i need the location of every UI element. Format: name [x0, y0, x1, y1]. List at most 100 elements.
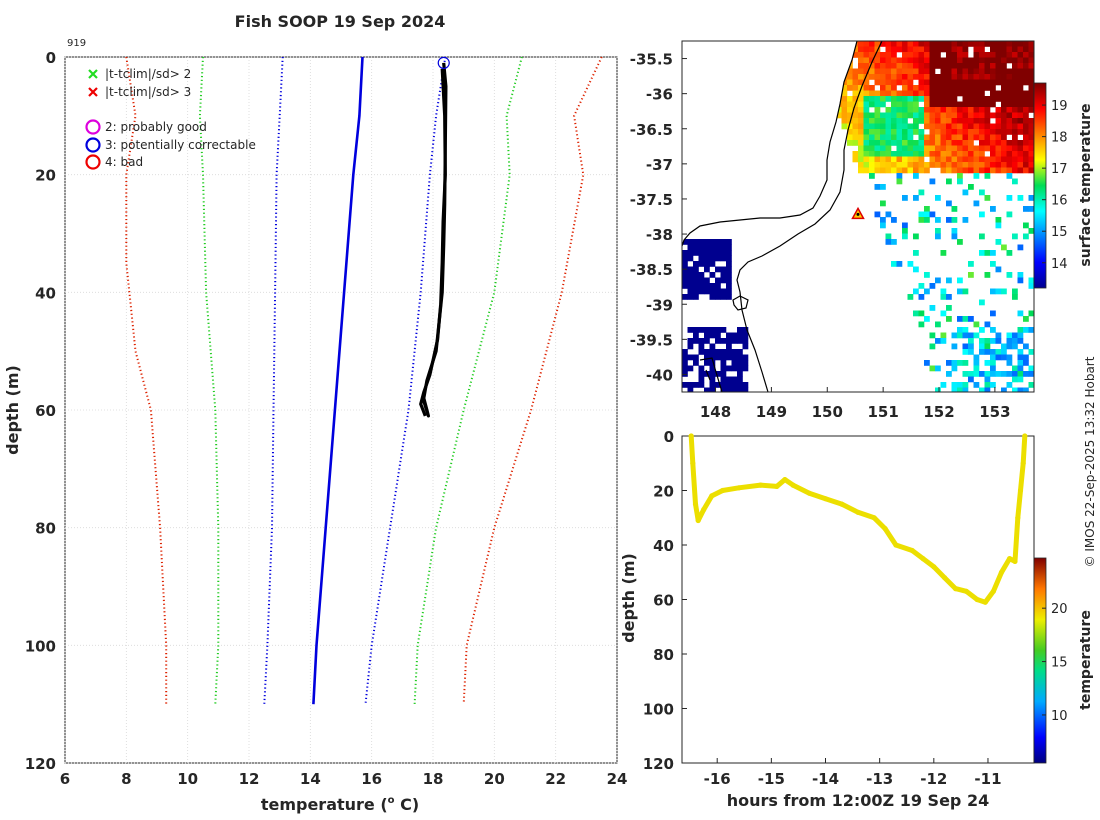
sst-pixel	[990, 57, 996, 64]
sst-pixel	[902, 195, 908, 201]
sst-pixel	[869, 156, 875, 163]
sst-pixel	[852, 74, 859, 80]
sst-pixel	[907, 85, 914, 91]
sst-pixel	[907, 261, 914, 267]
sst-pixel	[863, 145, 870, 152]
sst-pixel	[1006, 41, 1013, 47]
sst-pixel	[715, 288, 721, 295]
sst-pixel	[847, 85, 853, 91]
sst-pixel	[891, 57, 897, 64]
sst-pixel	[984, 321, 991, 328]
sst-pixel	[1006, 332, 1013, 339]
sst-pixel	[715, 338, 721, 344]
sst-pixel	[869, 46, 875, 53]
sst-pixel	[984, 134, 991, 141]
sst-pixel	[946, 200, 952, 207]
sst-pixel	[720, 354, 727, 361]
sst-pixel	[687, 239, 694, 245]
sst-pixel	[940, 134, 947, 141]
sst-pixel	[935, 134, 941, 141]
sst-pixel	[885, 41, 892, 47]
sst-pixel	[726, 255, 732, 262]
track-point-2	[692, 501, 699, 507]
sst-pixel	[891, 261, 897, 267]
sst-pixel	[874, 101, 881, 108]
sst-pixel	[880, 140, 886, 146]
sst-pixel	[968, 156, 974, 163]
sst-pixel	[698, 255, 705, 262]
sst-pixel	[962, 151, 969, 157]
sst-pixel	[709, 294, 716, 300]
sst-pixel	[896, 129, 903, 135]
track-point-14	[839, 501, 845, 507]
sst-pixel	[957, 140, 963, 146]
sst-pixel	[1006, 57, 1013, 64]
sst-pixel	[1023, 371, 1029, 377]
sst-pixel	[1028, 277, 1034, 284]
sst-pixel	[896, 167, 903, 174]
sst-pixel	[847, 74, 853, 80]
sst-pixel	[929, 63, 936, 69]
sst-pixel	[693, 266, 699, 273]
sst-pixel	[1023, 145, 1029, 152]
sst-pixel	[1006, 118, 1013, 124]
sst-pixel	[984, 41, 991, 47]
sst-pixel	[858, 79, 864, 86]
sst-pixel	[1028, 68, 1034, 75]
sst-pixel	[880, 222, 886, 229]
track-point-11	[790, 482, 796, 488]
sst-pixel	[957, 162, 963, 168]
sst-pixel	[979, 41, 985, 47]
sst-pixel	[918, 90, 925, 97]
figure-title: Fish SOOP 19 Sep 2024	[235, 12, 446, 31]
sst-pixel	[874, 90, 881, 97]
sst-pixels	[682, 41, 1034, 392]
sst-pixel	[951, 118, 958, 124]
sst-pixel	[693, 288, 699, 295]
sst-pixel	[990, 90, 996, 97]
sst-pixel	[891, 239, 897, 245]
legend-o-magenta-marker	[85, 119, 101, 135]
sst-pixel	[984, 107, 991, 113]
sst-pixel	[847, 134, 853, 141]
map-ytick-7: -39	[646, 296, 673, 314]
sst-pixel	[935, 52, 941, 58]
sst-pixel	[940, 41, 947, 47]
track-ytick-40: 40	[653, 537, 674, 555]
profile-chart: 6 8 10 12 14 16 18 20 22 24 0 20 40 60 80 100 120 temper…	[3, 49, 627, 814]
sst-pixel	[709, 244, 716, 251]
sst-pixel	[1017, 79, 1024, 86]
ytick-60: 60	[35, 402, 56, 420]
series-profile-up	[419, 68, 447, 417]
sst-pixel	[1006, 46, 1013, 53]
sst-pixel	[858, 90, 864, 97]
sst-pixel	[720, 255, 727, 262]
sst-pixel	[896, 156, 903, 163]
sst-pixel	[973, 145, 980, 152]
sst-pixel	[874, 118, 881, 124]
sst-pixel	[990, 288, 996, 295]
profile-series	[125, 56, 603, 705]
sst-pixel	[918, 321, 925, 328]
sst-pixel	[935, 233, 941, 240]
sst-pixel	[979, 74, 985, 80]
track-point-1	[690, 460, 696, 466]
sst-pixel	[929, 101, 936, 108]
sst-pixel	[940, 101, 947, 108]
sst-pixel	[907, 96, 914, 102]
sst-pixel	[687, 343, 694, 350]
sst-pixel	[687, 387, 694, 392]
sst-pixel	[693, 283, 699, 289]
sst-pixel	[852, 96, 859, 102]
sst-pixel	[929, 162, 936, 168]
sst-pixel	[1028, 371, 1034, 377]
sst-pixel	[704, 277, 710, 284]
sst-pixel	[957, 129, 963, 135]
track-point-29	[1007, 556, 1013, 562]
sst-pixel	[929, 57, 936, 64]
sst-pixel	[880, 79, 886, 86]
legend-o-blue-label: 3: potentially correctable	[105, 138, 256, 152]
sst-pixel	[858, 96, 864, 102]
track-ytick-0: 0	[664, 428, 674, 446]
sst-pixel	[1012, 112, 1018, 119]
